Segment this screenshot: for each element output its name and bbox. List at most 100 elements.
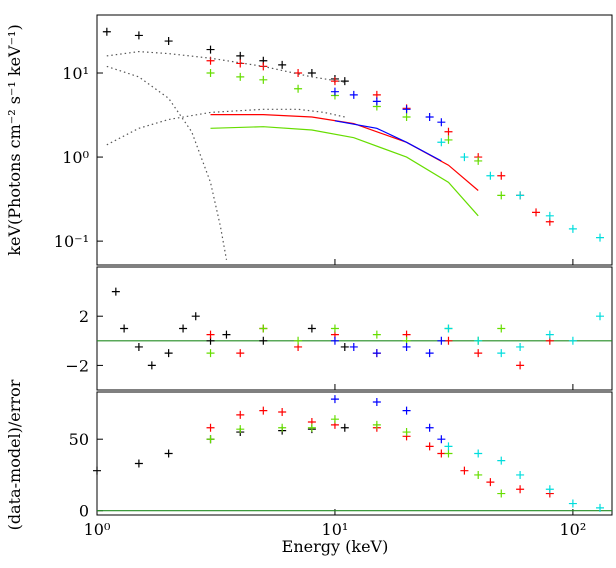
data-point — [307, 69, 316, 78]
data-point — [259, 336, 268, 345]
data-point — [568, 224, 577, 233]
data-point — [402, 428, 411, 437]
data-point — [164, 37, 173, 46]
data-point — [497, 324, 506, 333]
data-point — [497, 191, 506, 200]
data-point — [402, 112, 411, 121]
data-point — [516, 361, 525, 370]
data-point — [425, 112, 434, 121]
data-point — [236, 51, 245, 60]
data-point — [330, 336, 339, 345]
data-point — [278, 408, 287, 417]
data-point — [340, 342, 349, 351]
data-point — [294, 336, 303, 345]
y-tick-label: −2 — [65, 356, 89, 375]
data-point — [437, 449, 446, 458]
y-tick-label: 2 — [79, 307, 89, 326]
data-point — [330, 324, 339, 333]
y-tick-label: 0 — [79, 502, 89, 521]
y-axis-label: keV(Photons cm⁻² s⁻¹ keV⁻¹) — [5, 24, 24, 255]
data-point — [236, 425, 245, 434]
model-line — [106, 108, 345, 146]
data-point — [164, 349, 173, 358]
x-tick-label: 10⁰ — [84, 520, 111, 539]
data-point — [259, 324, 268, 333]
model-line — [334, 120, 442, 162]
data-point — [460, 466, 469, 475]
data-point — [596, 503, 605, 512]
data-point — [516, 191, 525, 200]
data-point — [497, 456, 506, 465]
data-point — [179, 324, 188, 333]
data-point — [444, 135, 453, 144]
y-tick-label: 10⁰ — [62, 148, 89, 167]
plot-frame — [96, 391, 613, 516]
data-point — [102, 27, 111, 36]
data-point — [206, 69, 215, 78]
data-point — [437, 336, 446, 345]
data-point — [236, 410, 245, 419]
data-point — [486, 478, 495, 487]
data-point — [147, 361, 156, 370]
data-point — [330, 77, 339, 86]
data-point — [474, 470, 483, 479]
plot-frame — [96, 14, 613, 266]
data-point — [596, 233, 605, 242]
data-point — [372, 420, 381, 429]
data-point — [497, 489, 506, 498]
data-point — [444, 336, 453, 345]
data-point — [206, 330, 215, 339]
y-tick-label: 10⁻¹ — [54, 232, 89, 251]
x-axis-label: Energy (keV) — [282, 537, 389, 556]
data-point — [474, 156, 483, 165]
data-point — [259, 75, 268, 84]
data-point — [278, 60, 287, 69]
data-point — [120, 324, 129, 333]
data-point — [444, 442, 453, 451]
data-point — [516, 470, 525, 479]
data-point — [307, 423, 316, 432]
data-point — [425, 423, 434, 432]
data-point — [444, 127, 453, 136]
data-point — [460, 153, 469, 162]
y-axis-label: (data-model)/error — [5, 379, 24, 530]
data-point — [307, 324, 316, 333]
data-point — [294, 69, 303, 78]
data-point — [330, 87, 339, 96]
plot-frame — [96, 266, 613, 391]
data-point — [474, 349, 483, 358]
data-point — [444, 449, 453, 458]
data-point — [402, 105, 411, 114]
x-tick-label: 10¹ — [322, 520, 349, 539]
data-point — [134, 31, 143, 40]
data-point — [437, 435, 446, 444]
data-point — [340, 423, 349, 432]
data-point — [532, 208, 541, 217]
data-point — [164, 449, 173, 458]
data-point — [93, 466, 101, 475]
model-line — [210, 114, 479, 191]
data-point — [497, 171, 506, 180]
model-line — [106, 50, 345, 83]
x-tick-label: 10² — [560, 520, 587, 539]
data-point — [545, 330, 554, 339]
data-point — [330, 415, 339, 424]
data-point — [349, 342, 358, 351]
data-point — [425, 349, 434, 358]
data-point — [278, 423, 287, 432]
data-point — [206, 349, 215, 358]
data-point — [402, 342, 411, 351]
data-point — [516, 342, 525, 351]
data-point — [425, 442, 434, 451]
data-point — [206, 435, 215, 444]
data-point — [437, 118, 446, 127]
data-point — [372, 97, 381, 106]
model-line — [210, 126, 479, 217]
data-point — [596, 312, 605, 321]
data-point — [516, 485, 525, 494]
data-point — [444, 324, 453, 333]
data-point — [437, 138, 446, 147]
y-tick-label: 50 — [69, 430, 89, 449]
data-point — [486, 171, 495, 180]
